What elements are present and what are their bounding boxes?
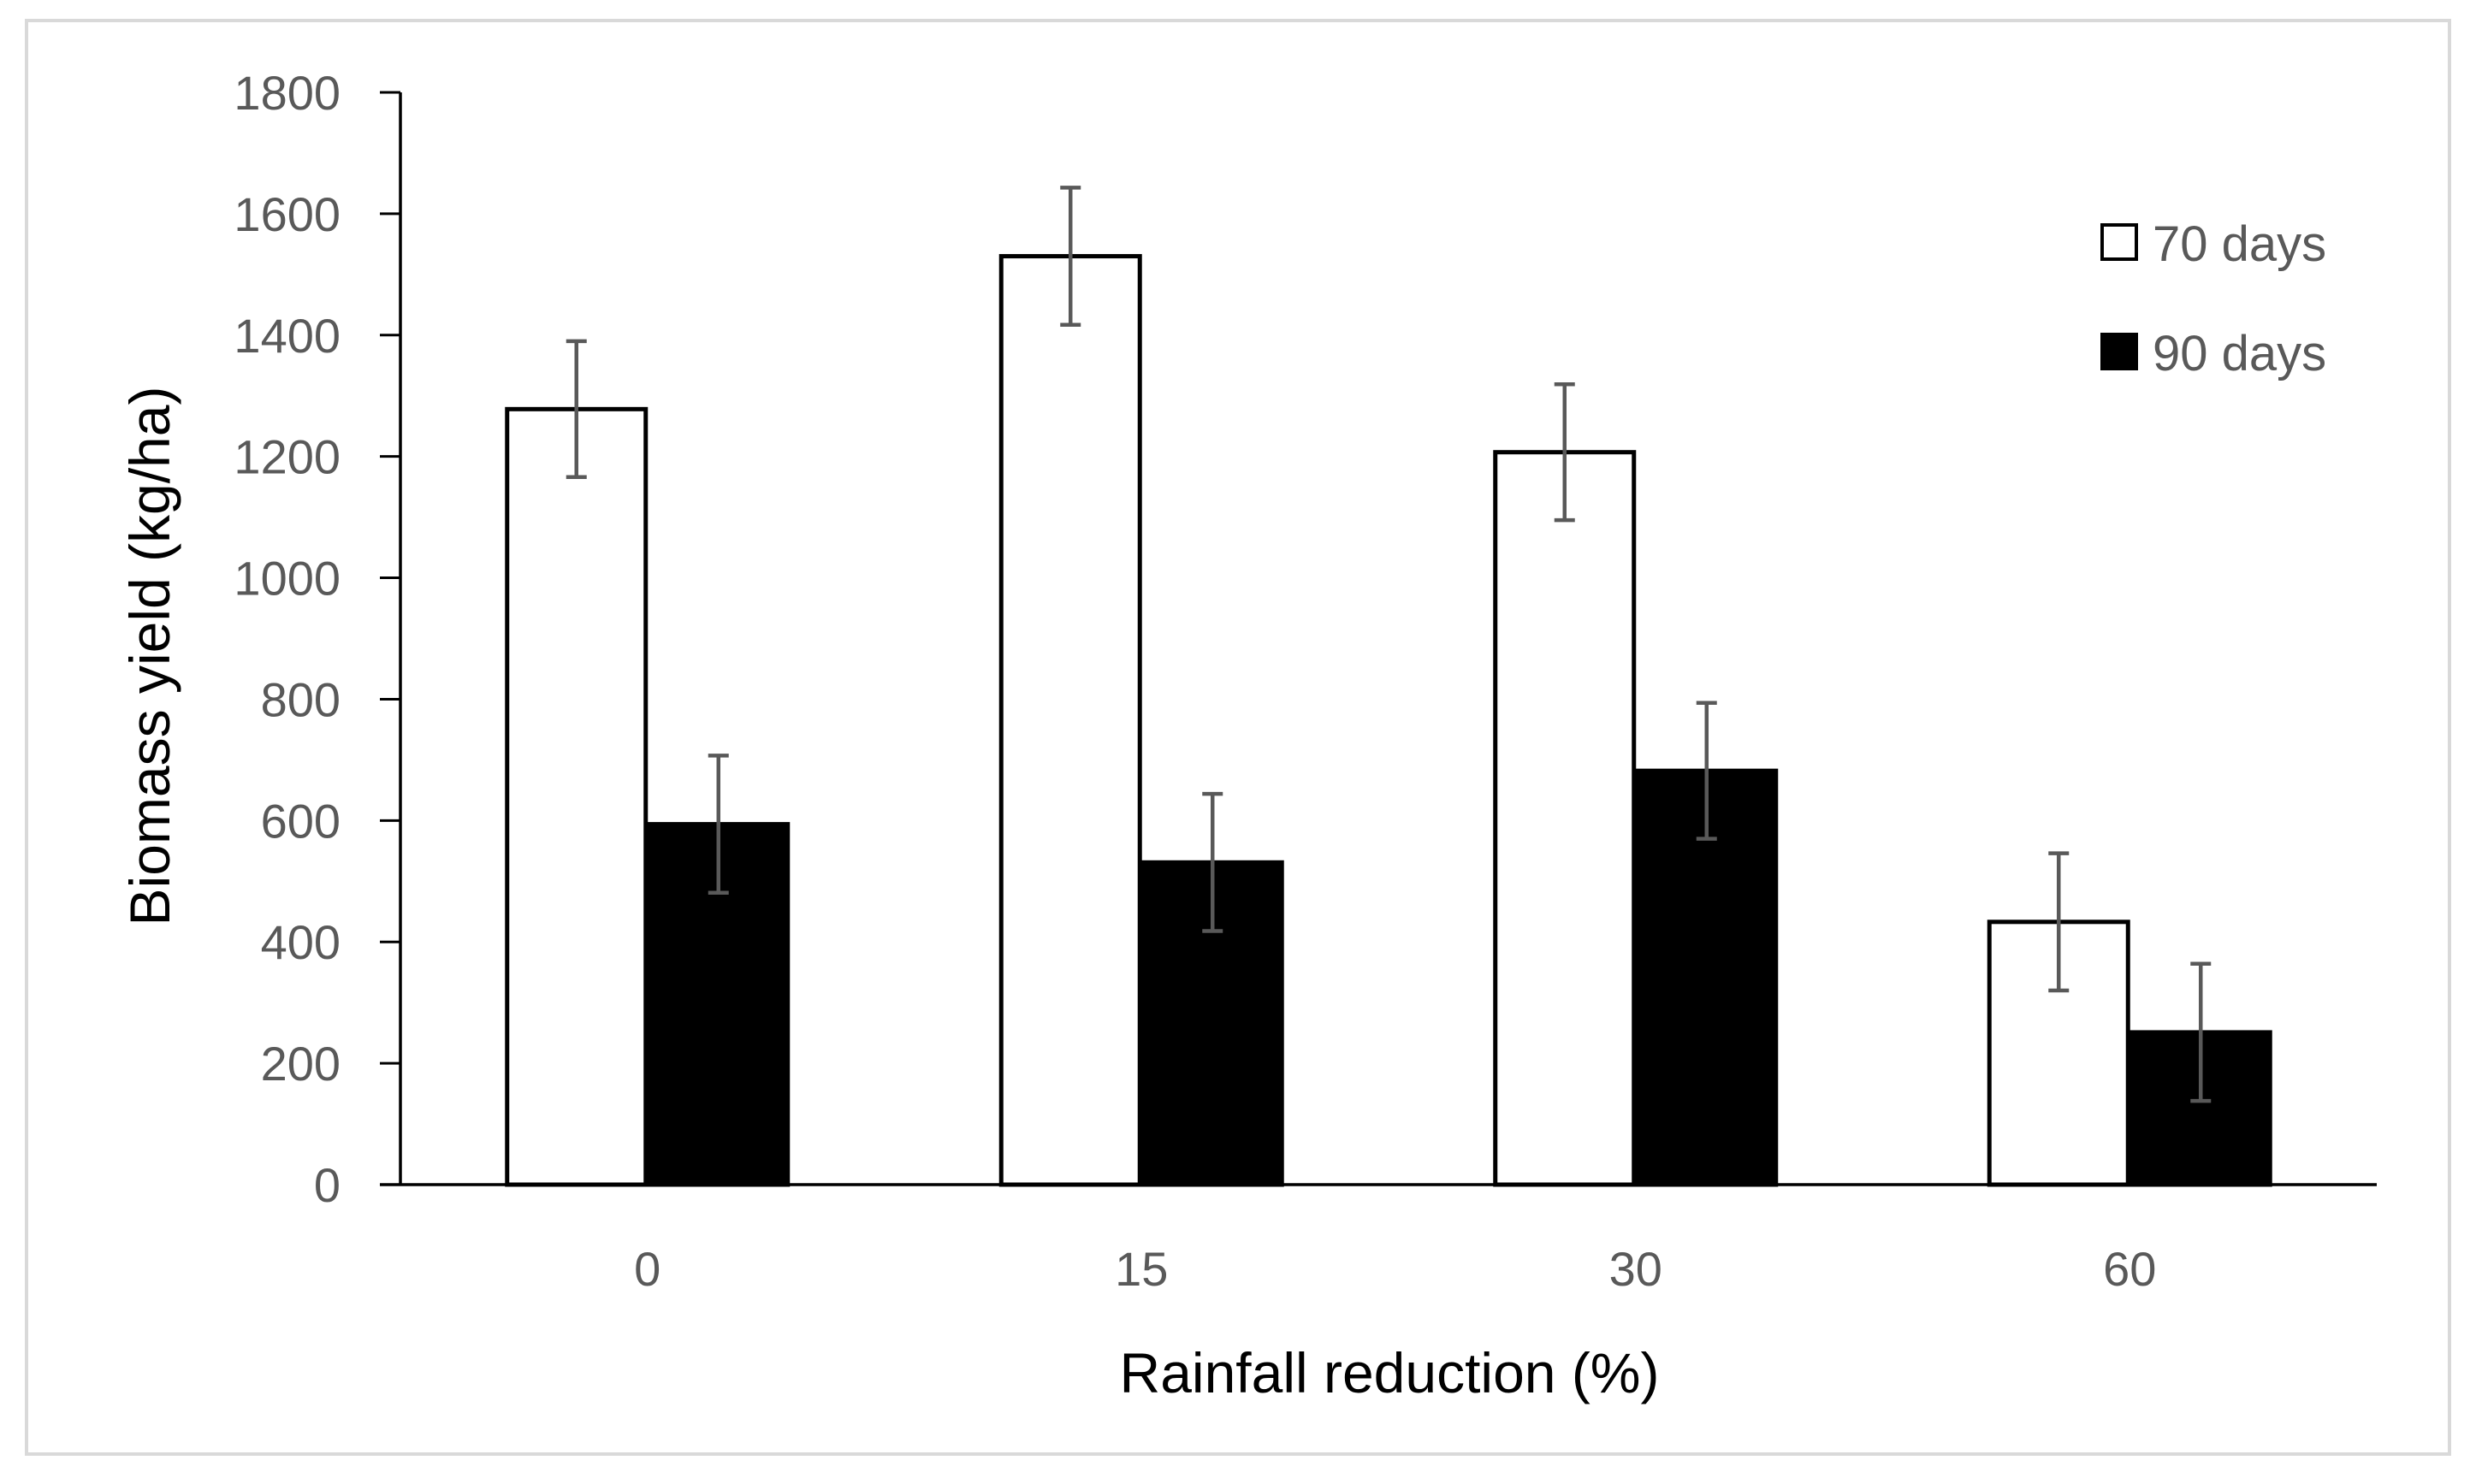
y-tick-label-0: 0: [314, 1158, 341, 1212]
y-tick-label-1000: 1000: [234, 552, 341, 606]
bar-90-days-15: [1140, 860, 1284, 1187]
y-tick-label-1600: 1600: [234, 187, 341, 241]
y-tick-label-1800: 1800: [234, 66, 341, 120]
error-bar-70-days-30: [1554, 381, 1575, 523]
y-tick-label-200: 200: [261, 1037, 341, 1091]
x-tick-label-0: 0: [634, 1242, 660, 1296]
legend-swatch-70-days: [2100, 223, 2138, 261]
legend-swatch-90-days: [2100, 333, 2138, 370]
y-tick-label-600: 600: [261, 794, 341, 848]
x-axis-title: Rainfall reduction (%): [1120, 1341, 1660, 1404]
error-bar-70-days-60: [2048, 851, 2070, 993]
chart-frame: [25, 19, 2451, 1456]
legend: 70 days 90 days: [2100, 216, 2326, 381]
error-bar-70-days-15: [1060, 186, 1081, 327]
x-tick-label-15: 15: [1115, 1242, 1168, 1296]
error-bars-layer: [566, 186, 2212, 1103]
error-bar-90-days-0: [708, 754, 729, 896]
legend-label-90-days: 90 days: [2153, 326, 2326, 381]
y-tick-label-800: 800: [261, 672, 341, 726]
x-tick-label-60: 60: [2103, 1242, 2156, 1296]
error-bar-90-days-15: [1202, 791, 1223, 933]
error-bar-90-days-60: [2190, 961, 2212, 1103]
legend-label-70-days: 70 days: [2153, 216, 2326, 272]
bar-70-days-0: [505, 406, 649, 1187]
bar-70-days-15: [998, 254, 1142, 1187]
x-tick-label-30: 30: [1609, 1242, 1662, 1296]
y-tick-label-1200: 1200: [234, 430, 341, 484]
bar-70-days-30: [1493, 450, 1637, 1187]
y-tick-label-1400: 1400: [234, 309, 341, 363]
y-axis-title: Biomass yield (kg/ha): [118, 387, 181, 926]
error-bar-70-days-0: [566, 339, 587, 480]
error-bar-90-days-30: [1696, 701, 1717, 841]
y-tick-label-400: 400: [261, 915, 341, 969]
